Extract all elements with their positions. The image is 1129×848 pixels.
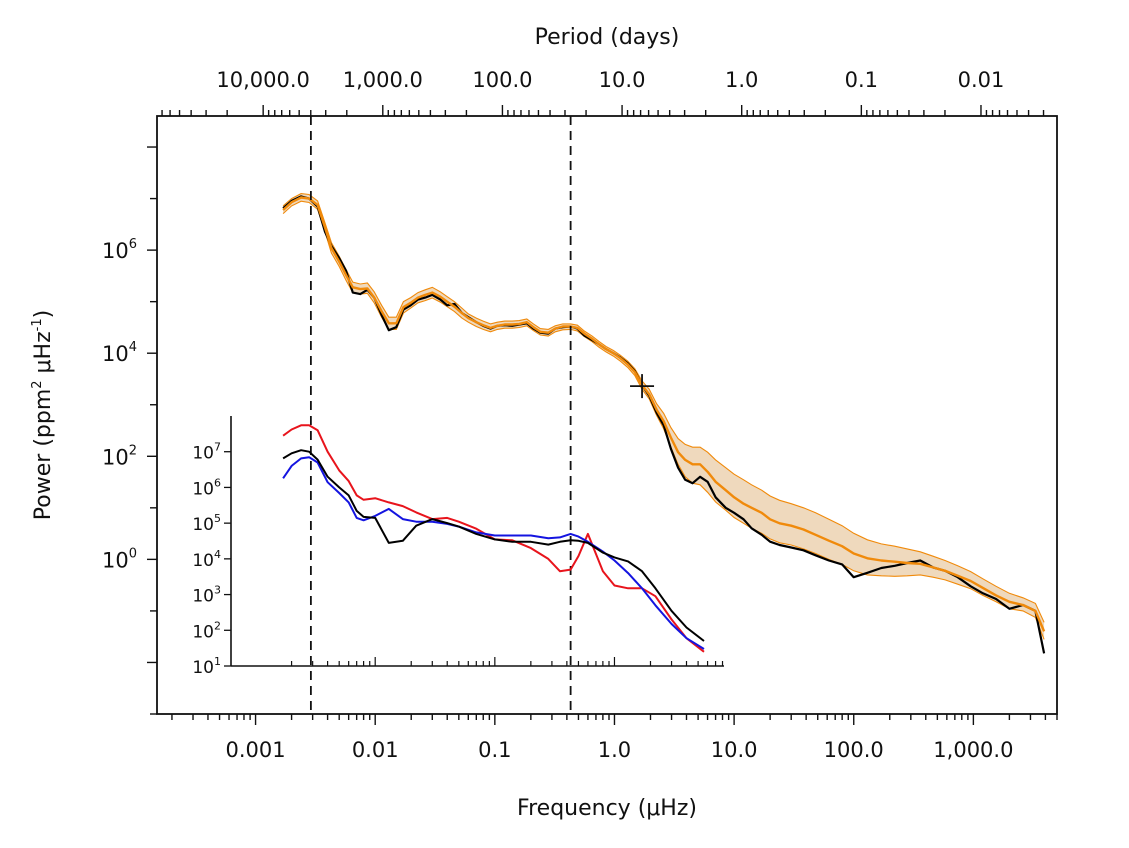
y-tick-label: 102 — [102, 443, 137, 469]
main-lines-layer — [282, 195, 1046, 654]
plot-frame — [156, 115, 1058, 715]
period-axis-title: Period (days) — [535, 25, 680, 50]
y-axis-title-sup2: -1 — [30, 318, 45, 331]
model-band-area — [283, 193, 1045, 640]
inset-y-tick-label: 101 — [192, 655, 221, 678]
model-band-upper-edge — [282, 193, 1045, 623]
inset-y-tick-label: 103 — [192, 584, 221, 607]
inset-y-ticks: 101 102 103 104 105 106 107 — [192, 441, 231, 678]
period-tick-label: 10.0 — [599, 68, 646, 92]
y-axis-ticks: 100 102 104 106 — [102, 146, 157, 715]
inset-y-tick-label: 104 — [192, 548, 221, 571]
x-tick-label: 1.0 — [598, 738, 631, 762]
x-tick-label: 1,000.0 — [933, 738, 1013, 762]
y-axis-title-part1: Power (ppm — [31, 389, 56, 520]
y-tick-label: 100 — [102, 546, 137, 572]
vertical-lines-layer — [309, 116, 572, 714]
inset-red-series-line — [282, 424, 705, 653]
model-mean-series-line — [282, 196, 1046, 632]
x-tick-label: 0.1 — [478, 738, 511, 762]
inset-x-ticks — [290, 657, 724, 666]
period-axis-ticks: 10,000.0 1,000.0 100.0 10.0 1.0 0.1 0.01 — [161, 68, 1045, 116]
inset-y-tick-label: 102 — [192, 619, 221, 642]
x-tick-label: 10.0 — [711, 738, 758, 762]
y-axis-title-part2: μHz — [31, 331, 56, 380]
y-tick-label: 104 — [102, 340, 137, 366]
period-tick-label: 100.0 — [472, 68, 532, 92]
x-tick-label: 100.0 — [824, 738, 884, 762]
y-axis-title-sup1: 2 — [30, 380, 45, 388]
y-axis-title-part3: ) — [31, 310, 56, 319]
y-axis-title: Power (ppm2 μHz-1) — [30, 310, 56, 520]
period-tick-label: 1,000.0 — [343, 68, 423, 92]
inset-y-tick-label: 105 — [192, 512, 221, 535]
period-tick-label: 0.1 — [845, 68, 878, 92]
x-tick-label: 0.01 — [352, 738, 399, 762]
x-axis-ticks: 0.001 0.01 0.1 1.0 10.0 100.0 1,000.0 — [171, 714, 1058, 762]
inset-y-tick-label: 107 — [192, 441, 221, 464]
x-tick-label: 0.001 — [226, 738, 286, 762]
period-tick-label: 1.0 — [725, 68, 758, 92]
marker-layer — [630, 374, 655, 399]
inset-chart: 101 102 103 104 105 106 107 — [192, 416, 724, 678]
inset-y-tick-label: 106 — [192, 476, 221, 499]
period-tick-label: 10,000.0 — [216, 68, 310, 92]
inset-lines-layer — [282, 424, 705, 653]
period-tick-label: 0.01 — [958, 68, 1005, 92]
x-axis-title: Frequency (μHz) — [517, 796, 697, 821]
y-tick-label: 106 — [102, 237, 137, 263]
inset-black-series-line — [282, 449, 705, 642]
